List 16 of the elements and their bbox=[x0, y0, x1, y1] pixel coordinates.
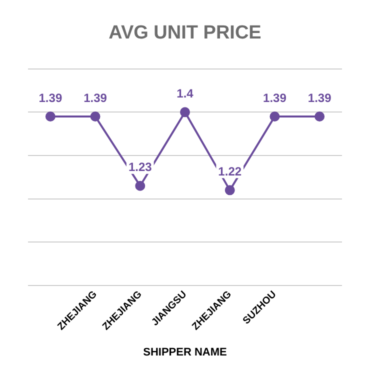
data-label: 1.22 bbox=[218, 164, 242, 178]
point bbox=[180, 107, 190, 118]
data-label: 1.23 bbox=[128, 160, 152, 174]
data-label: 1.4 bbox=[176, 86, 194, 100]
data-label: 1.39 bbox=[308, 90, 332, 105]
data-label: 1.39 bbox=[263, 90, 287, 105]
point bbox=[90, 111, 100, 122]
data-label: 1.39 bbox=[38, 90, 62, 105]
point bbox=[270, 111, 280, 122]
x-axis-title: SHIPPER NAME bbox=[143, 346, 227, 358]
chart-title: AVG UNIT PRICE bbox=[108, 22, 262, 44]
point bbox=[135, 180, 146, 191]
point bbox=[224, 185, 235, 196]
point bbox=[314, 111, 325, 122]
data-label: 1.39 bbox=[84, 90, 108, 105]
point bbox=[45, 111, 56, 122]
